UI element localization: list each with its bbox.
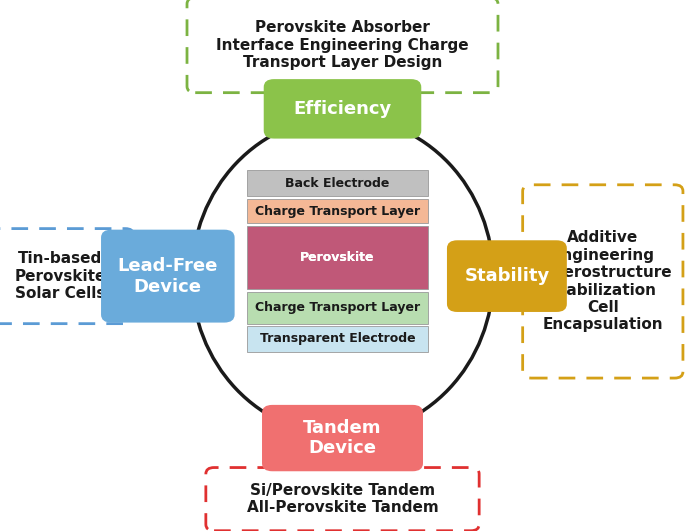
Text: Charge Transport Layer: Charge Transport Layer <box>255 302 420 314</box>
FancyBboxPatch shape <box>247 226 428 289</box>
Text: Perovskite: Perovskite <box>300 251 375 264</box>
FancyBboxPatch shape <box>264 79 421 139</box>
Text: Lead-Free
Device: Lead-Free Device <box>118 256 218 296</box>
Text: Additive
Engineering
Heterostructure
Stabilization
Cell
Encapsulation: Additive Engineering Heterostructure Sta… <box>534 230 672 332</box>
FancyBboxPatch shape <box>0 229 134 324</box>
FancyBboxPatch shape <box>447 241 566 312</box>
FancyBboxPatch shape <box>187 0 498 92</box>
Text: Stability: Stability <box>464 267 549 285</box>
Text: Efficiency: Efficiency <box>293 100 392 118</box>
FancyBboxPatch shape <box>247 292 428 324</box>
FancyBboxPatch shape <box>206 468 480 531</box>
Text: Tandem
Device: Tandem Device <box>303 418 382 458</box>
FancyBboxPatch shape <box>247 170 428 196</box>
FancyBboxPatch shape <box>247 326 428 352</box>
Text: Si/Perovskite Tandem
All-Perovskite Tandem: Si/Perovskite Tandem All-Perovskite Tand… <box>247 483 438 516</box>
FancyBboxPatch shape <box>523 185 683 378</box>
Text: Charge Transport Layer: Charge Transport Layer <box>255 204 420 218</box>
FancyBboxPatch shape <box>101 230 234 323</box>
Text: Tin-based
Perovskite
Solar Cells: Tin-based Perovskite Solar Cells <box>14 251 106 301</box>
Text: Back Electrode: Back Electrode <box>285 177 390 190</box>
FancyBboxPatch shape <box>247 199 428 223</box>
FancyBboxPatch shape <box>262 405 423 472</box>
Text: Perovskite Absorber
Interface Engineering Charge
Transport Layer Design: Perovskite Absorber Interface Engineerin… <box>216 20 469 70</box>
Text: Transparent Electrode: Transparent Electrode <box>260 332 415 345</box>
Text: Perovskite: Perovskite <box>300 251 375 264</box>
